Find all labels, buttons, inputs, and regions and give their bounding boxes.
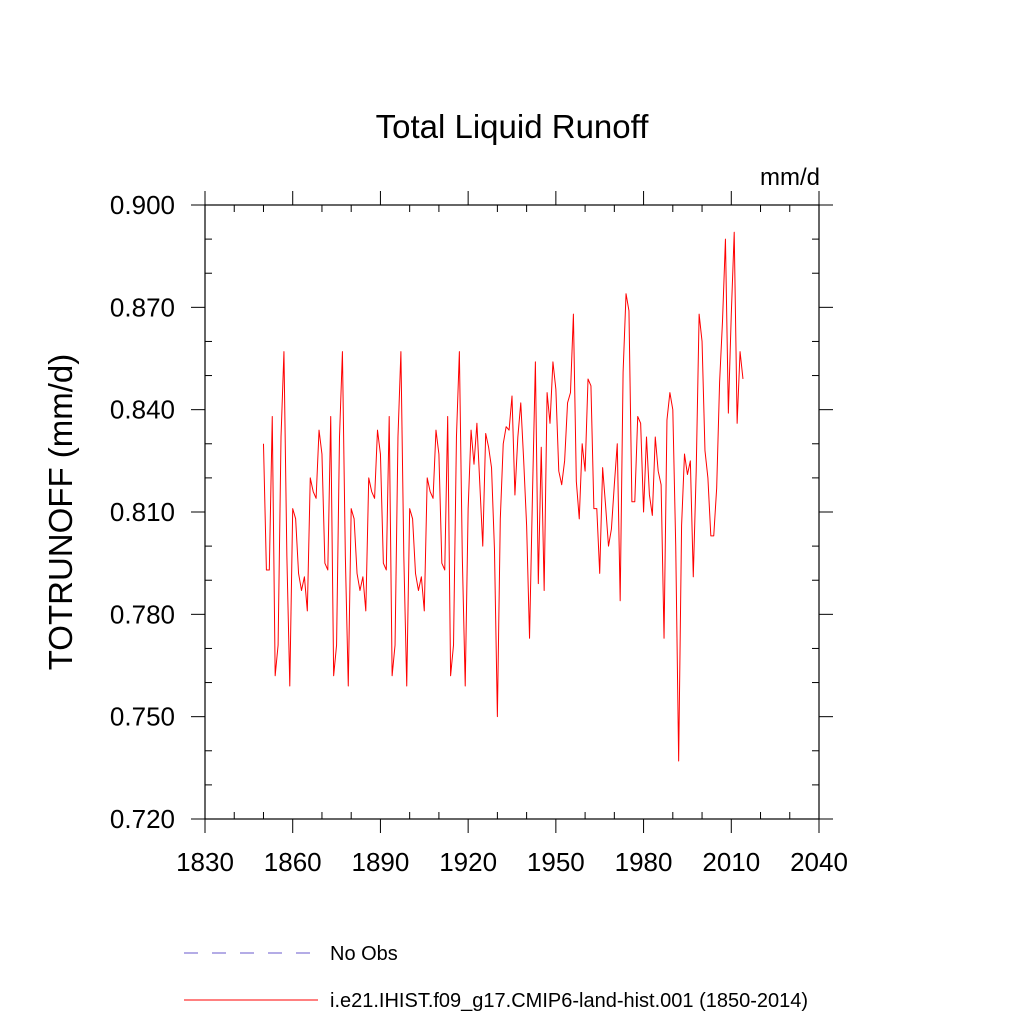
y-tick-label: 0.780	[110, 599, 175, 629]
y-tick-label: 0.870	[110, 292, 175, 322]
legend-label-no-obs: No Obs	[330, 943, 398, 965]
axis-tick-labels: 1830 1860 1890 1920 1950 1980 2010 2040 0.720 0.7…	[110, 190, 848, 877]
x-tick-label: 1830	[176, 847, 234, 877]
y-tick-label: 0.720	[110, 804, 175, 834]
x-tick-label: 1890	[352, 847, 410, 877]
x-tick-label: 2040	[790, 847, 848, 877]
y-tick-label: 0.840	[110, 395, 175, 425]
axis-ticks	[191, 191, 833, 833]
chart-title: Total Liquid Runoff	[376, 108, 650, 145]
y-axis-title: TOTRUNOFF (mm/d)	[42, 354, 79, 671]
x-tick-label: 1920	[439, 847, 497, 877]
legend: No Obs i.e21.IHIST.f09_g17.CMIP6-land-hi…	[184, 943, 808, 1012]
x-tick-label: 1950	[527, 847, 585, 877]
series-line-0	[262, 231, 744, 762]
x-tick-label: 2010	[702, 847, 760, 877]
y-tick-label: 0.750	[110, 702, 175, 732]
units-label: mm/d	[760, 164, 820, 191]
y-tick-label: 0.810	[110, 497, 175, 527]
legend-label-model: i.e21.IHIST.f09_g17.CMIP6-land-hist.001 …	[330, 990, 808, 1012]
x-tick-label: 1980	[615, 847, 673, 877]
x-tick-label: 1860	[264, 847, 322, 877]
series-layer	[262, 231, 744, 762]
y-tick-label: 0.900	[110, 190, 175, 220]
